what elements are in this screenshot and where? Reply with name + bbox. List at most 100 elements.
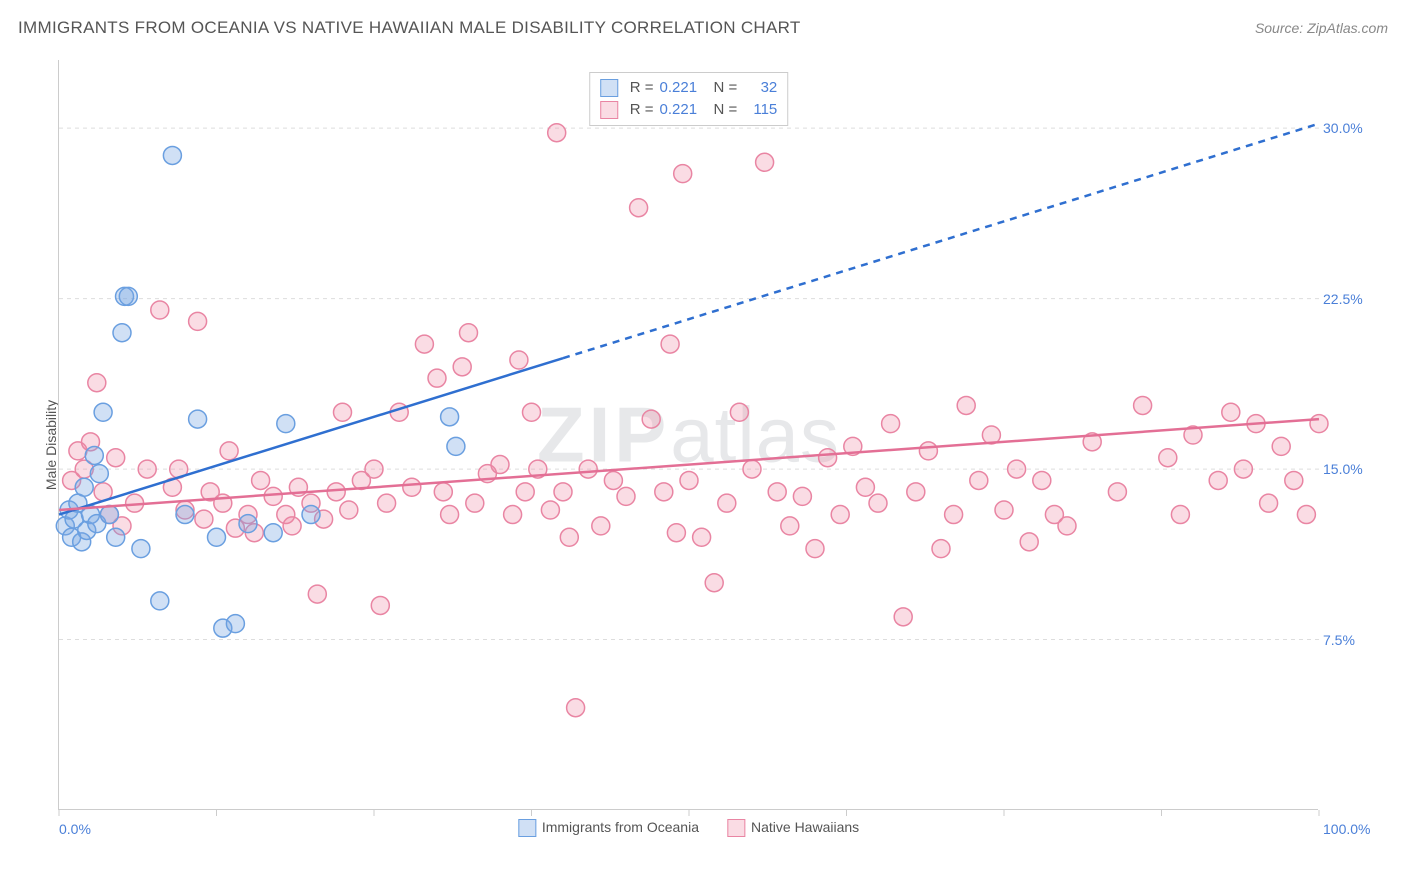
data-point <box>617 487 635 505</box>
data-point <box>882 415 900 433</box>
data-point <box>642 410 660 428</box>
source-attribution: Source: ZipAtlas.com <box>1255 20 1388 36</box>
y-tick-label: 22.5% <box>1323 291 1378 307</box>
data-point <box>1234 460 1252 478</box>
data-point <box>1297 506 1315 524</box>
data-point <box>176 506 194 524</box>
data-point <box>189 312 207 330</box>
data-point <box>1008 460 1026 478</box>
data-point <box>970 471 988 489</box>
data-point <box>567 699 585 717</box>
data-point <box>365 460 383 478</box>
data-point <box>1159 449 1177 467</box>
data-point <box>894 608 912 626</box>
data-point <box>302 506 320 524</box>
data-point <box>548 124 566 142</box>
data-point <box>1058 517 1076 535</box>
data-point <box>90 465 108 483</box>
y-tick-label: 30.0% <box>1323 120 1378 136</box>
data-point <box>793 487 811 505</box>
data-point <box>667 524 685 542</box>
data-point <box>100 506 118 524</box>
data-point <box>327 483 345 501</box>
y-axis-label: Male Disability <box>43 400 59 490</box>
data-point <box>195 510 213 528</box>
data-point <box>378 494 396 512</box>
data-point <box>655 483 673 501</box>
data-point <box>869 494 887 512</box>
data-point <box>831 506 849 524</box>
data-point <box>1310 415 1328 433</box>
data-point <box>693 528 711 546</box>
data-point <box>132 540 150 558</box>
data-point <box>1209 471 1227 489</box>
data-point <box>283 517 301 535</box>
y-tick-label: 7.5% <box>1323 632 1378 648</box>
data-point <box>541 501 559 519</box>
data-point <box>428 369 446 387</box>
data-point <box>680 471 698 489</box>
data-point <box>151 592 169 610</box>
data-point <box>560 528 578 546</box>
data-point <box>781 517 799 535</box>
data-point <box>932 540 950 558</box>
legend-item-oceania: Immigrants from Oceania <box>518 819 699 837</box>
data-point <box>453 358 471 376</box>
data-point <box>264 524 282 542</box>
data-point <box>441 408 459 426</box>
data-point <box>957 396 975 414</box>
data-point <box>592 517 610 535</box>
data-point <box>189 410 207 428</box>
data-point <box>806 540 824 558</box>
data-point <box>151 301 169 319</box>
data-point <box>415 335 433 353</box>
data-point <box>718 494 736 512</box>
swatch-hawaiians <box>600 101 618 119</box>
data-point <box>1033 471 1051 489</box>
data-point <box>995 501 1013 519</box>
data-point <box>661 335 679 353</box>
chart-svg <box>59 60 1319 810</box>
x-tick-label: 0.0% <box>59 821 91 837</box>
data-point <box>138 460 156 478</box>
data-point <box>277 415 295 433</box>
data-point <box>434 483 452 501</box>
data-point <box>856 478 874 496</box>
data-point <box>226 615 244 633</box>
data-point <box>907 483 925 501</box>
data-point <box>119 287 137 305</box>
data-point <box>919 442 937 460</box>
trend-line <box>59 419 1319 510</box>
data-point <box>403 478 421 496</box>
legend-row-oceania: R = 0.221 N = 32 <box>600 77 778 99</box>
data-point <box>208 528 226 546</box>
data-point <box>1272 437 1290 455</box>
data-point <box>334 403 352 421</box>
data-point <box>768 483 786 501</box>
data-point <box>371 596 389 614</box>
data-point <box>1222 403 1240 421</box>
data-point <box>466 494 484 512</box>
data-point <box>220 442 238 460</box>
data-point <box>1108 483 1126 501</box>
data-point <box>107 449 125 467</box>
chart-header: IMMIGRANTS FROM OCEANIA VS NATIVE HAWAII… <box>18 18 1388 38</box>
data-point <box>1171 506 1189 524</box>
data-point <box>510 351 528 369</box>
data-point <box>252 471 270 489</box>
data-point <box>94 403 112 421</box>
data-point <box>85 446 103 464</box>
data-point <box>441 506 459 524</box>
data-point <box>1285 471 1303 489</box>
data-point <box>107 528 125 546</box>
swatch-hawaiians <box>727 819 745 837</box>
data-point <box>113 324 131 342</box>
chart-title: IMMIGRANTS FROM OCEANIA VS NATIVE HAWAII… <box>18 18 801 38</box>
data-point <box>604 471 622 489</box>
data-point <box>554 483 572 501</box>
data-point <box>819 449 837 467</box>
trend-line-extrapolated <box>563 124 1319 359</box>
data-point <box>1020 533 1038 551</box>
data-point <box>1134 396 1152 414</box>
data-point <box>945 506 963 524</box>
